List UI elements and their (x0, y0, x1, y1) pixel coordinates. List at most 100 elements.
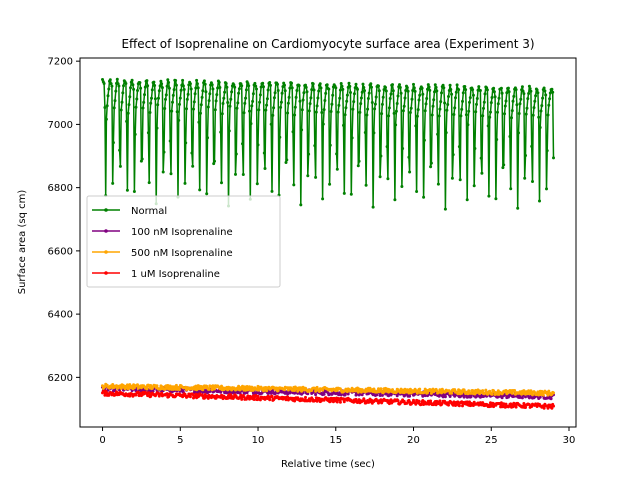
x-axis-label: Relative time (sec) (281, 459, 375, 470)
data-point (478, 89, 482, 92)
data-point (429, 165, 433, 169)
data-point (400, 185, 404, 188)
data-point (288, 86, 292, 90)
data-point (454, 96, 457, 100)
data-point (269, 391, 273, 395)
data-point (395, 102, 399, 105)
data-point (128, 95, 132, 99)
data-point (463, 85, 467, 88)
data-point (148, 111, 152, 114)
legend-entry: 1 uM Isoprenaline (92, 269, 220, 280)
data-point (265, 103, 269, 107)
data-point (243, 101, 247, 105)
data-point (321, 197, 325, 201)
data-point (542, 86, 546, 90)
data-point (423, 109, 427, 113)
data-point (306, 174, 310, 178)
data-point (191, 164, 195, 168)
data-point (108, 78, 112, 82)
data-point (297, 84, 301, 88)
data-point (352, 92, 356, 96)
data-point (510, 391, 514, 395)
data-point (217, 80, 221, 84)
data-point (195, 388, 199, 392)
data-point (272, 106, 276, 110)
data-point (257, 388, 261, 392)
data-point (201, 89, 205, 93)
data-point (386, 177, 390, 181)
data-point (465, 198, 469, 202)
data-point (514, 405, 518, 409)
data-point (300, 108, 304, 112)
data-point (251, 92, 255, 96)
data-point (354, 397, 358, 401)
data-point (121, 91, 125, 95)
legend-entries: Normal 100 nM Isoprenaline 500 nM Isoprena… (92, 206, 233, 280)
data-point (457, 145, 461, 149)
data-point (373, 102, 377, 106)
data-point (309, 96, 313, 100)
data-point (268, 398, 272, 402)
data-point (489, 101, 493, 105)
data-point (314, 393, 318, 397)
data-point (158, 84, 162, 88)
data-point (551, 90, 555, 94)
data-point (370, 101, 374, 104)
data-point (304, 85, 308, 89)
data-point (218, 86, 222, 89)
data-point (255, 87, 258, 91)
data-point (196, 86, 200, 90)
data-point (538, 126, 542, 129)
data-point (178, 102, 181, 106)
data-point (152, 80, 156, 84)
y-tick-label: 6400 (48, 310, 73, 321)
data-point (499, 401, 503, 405)
data-point (106, 94, 110, 98)
data-point (258, 100, 262, 104)
data-point (251, 388, 255, 392)
data-point (206, 105, 210, 109)
data-point (343, 393, 347, 397)
data-point (245, 385, 249, 388)
data-point (489, 110, 492, 114)
data-point (234, 152, 238, 156)
data-point (261, 81, 265, 85)
data-point (143, 85, 147, 89)
data-point (126, 387, 130, 391)
data-point (375, 393, 379, 397)
data-point (415, 114, 419, 118)
data-point (548, 91, 552, 95)
data-point (500, 396, 504, 400)
data-point (175, 110, 179, 114)
data-point (178, 388, 181, 391)
data-point (188, 395, 192, 399)
data-point (459, 114, 463, 118)
data-point (293, 113, 297, 117)
data-point (552, 391, 555, 395)
data-point (302, 91, 306, 95)
data-point (136, 89, 139, 92)
data-point (163, 387, 167, 391)
data-point (345, 99, 349, 103)
data-point (453, 388, 457, 392)
data-point (369, 82, 373, 86)
data-point (164, 93, 168, 97)
data-point (102, 82, 106, 85)
data-point (268, 81, 272, 84)
data-point (335, 152, 339, 156)
data-point (128, 383, 132, 387)
data-point (250, 104, 254, 108)
data-point (325, 83, 329, 87)
x-tick-label: 25 (485, 435, 498, 446)
data-point (427, 402, 431, 406)
x-tick-label: 0 (99, 435, 105, 446)
data-point (340, 84, 344, 88)
data-point (145, 387, 149, 391)
data-point (399, 387, 403, 391)
data-point (337, 103, 341, 107)
data-point (550, 406, 554, 410)
data-point (545, 187, 548, 191)
data-point (195, 82, 199, 86)
data-point (220, 181, 223, 185)
data-point (129, 86, 132, 90)
